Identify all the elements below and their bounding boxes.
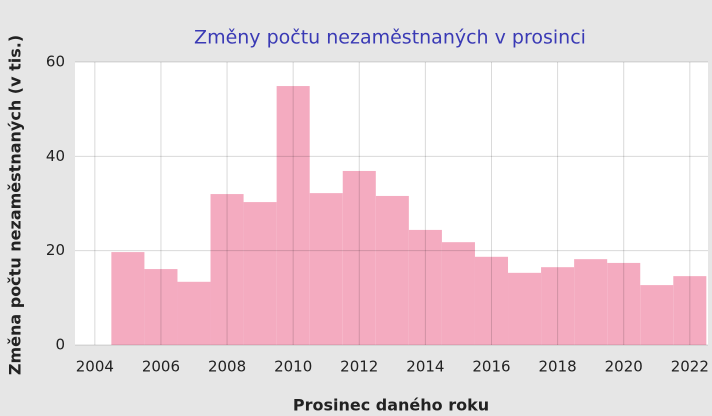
x-tick-label: 2006: [142, 358, 180, 376]
x-tick-label: 2022: [671, 358, 709, 376]
y-tick-label: 20: [46, 241, 65, 259]
x-tick-label: 2008: [208, 358, 246, 376]
bar: [673, 276, 707, 345]
bar: [640, 285, 674, 345]
y-axis-label: Změna počtu nezaměstnaných (v tis.): [6, 35, 25, 375]
bar: [309, 193, 343, 345]
bar: [441, 242, 475, 345]
y-tick-label: 40: [46, 147, 65, 165]
bar: [607, 262, 641, 345]
x-tick-label: 2012: [340, 358, 378, 376]
bar: [111, 252, 145, 345]
x-tick-label: 2004: [76, 358, 114, 376]
x-tick-label: 2018: [539, 358, 577, 376]
bar: [408, 229, 442, 345]
bar: [177, 281, 211, 345]
x-tick-label: 2014: [406, 358, 444, 376]
y-tick-label: 0: [55, 336, 65, 354]
bar: [508, 272, 542, 345]
x-axis-label: Prosinec daného roku: [293, 396, 489, 415]
bar: [276, 86, 310, 346]
bar: [474, 256, 509, 345]
bar: [342, 170, 376, 345]
x-tick-label: 2020: [605, 358, 643, 376]
y-tick-label: 60: [46, 53, 65, 71]
bar: [574, 259, 608, 345]
bar: [144, 269, 178, 345]
x-tick-label: 2016: [472, 358, 510, 376]
bar: [541, 267, 575, 345]
bar: [375, 195, 409, 345]
bar: [243, 202, 277, 345]
bar: [210, 194, 244, 345]
chart-title: Změny počtu nezaměstnaných v prosinci: [194, 27, 586, 49]
x-tick-label: 2010: [274, 358, 312, 376]
